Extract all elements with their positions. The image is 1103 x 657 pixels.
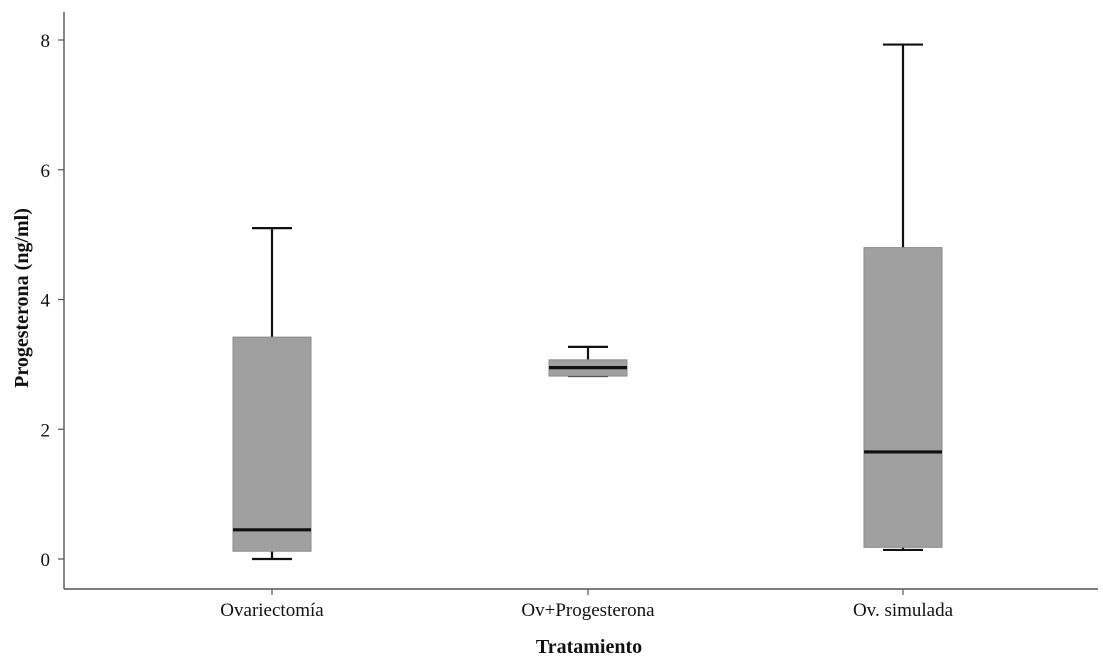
box-group bbox=[548, 345, 628, 378]
y-tick-label: 0 bbox=[41, 550, 51, 571]
box-group bbox=[232, 227, 312, 561]
box-series bbox=[232, 43, 943, 561]
y-tick-label: 4 bbox=[41, 291, 51, 312]
x-axis-title: Tratamiento bbox=[536, 636, 642, 657]
y-ticks: 0 2 4 6 8 bbox=[41, 31, 64, 571]
iqr-box bbox=[863, 247, 943, 548]
y-tick-label: 8 bbox=[41, 31, 51, 52]
y-tick-label: 2 bbox=[41, 420, 51, 441]
x-tick-label: Ov. simulada bbox=[853, 600, 954, 621]
x-ticks: Ovariectomía Ov+Progesterona Ov. simulada bbox=[220, 589, 954, 621]
box-group bbox=[863, 43, 943, 552]
y-tick-label: 6 bbox=[41, 161, 51, 182]
x-tick-label: Ov+Progesterona bbox=[521, 600, 655, 621]
iqr-box bbox=[232, 336, 312, 552]
x-tick-label: Ovariectomía bbox=[220, 600, 324, 621]
y-axis-title: Progesterona (ng/ml) bbox=[11, 208, 33, 388]
